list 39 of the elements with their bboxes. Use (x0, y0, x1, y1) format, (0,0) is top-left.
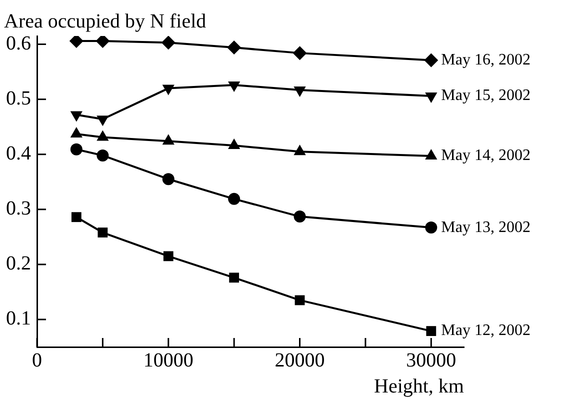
point (161, 36, 176, 50)
point (162, 84, 174, 96)
series-label: May 16, 2002 (441, 51, 530, 68)
point (292, 46, 307, 60)
y-tick-label: 0.3 (6, 198, 31, 220)
point (424, 53, 438, 68)
series-label: May 14, 2002 (441, 147, 530, 164)
point (162, 173, 174, 186)
point (294, 295, 305, 306)
y-axis-title: Area occupied by N field (4, 10, 206, 32)
x-axis-title: Height, km (374, 375, 464, 398)
series-label: May 15, 2002 (441, 87, 530, 104)
point (294, 210, 306, 223)
x-tick-label: 0 (32, 349, 42, 372)
point (96, 149, 109, 162)
point (227, 40, 242, 55)
point (425, 222, 438, 234)
point (426, 326, 436, 336)
point (163, 251, 174, 262)
y-tick-label: 0.2 (6, 252, 31, 275)
point (425, 92, 438, 103)
y-tick-label: 0.1 (6, 308, 31, 330)
point (229, 272, 240, 283)
point (96, 116, 109, 126)
x-tick-label: 30000 (406, 349, 456, 372)
series-label: May 13, 2002 (441, 218, 530, 236)
point (294, 86, 306, 97)
point (70, 143, 82, 156)
point (228, 81, 240, 92)
y-tick-label: 0.6 (6, 32, 31, 55)
y-tick-label: 0.5 (6, 88, 31, 110)
series-label: May 12, 2002 (441, 322, 530, 340)
point (98, 228, 108, 238)
x-tick-label: 10000 (143, 349, 194, 372)
y-tick-label: 0.4 (6, 142, 31, 165)
point (228, 192, 240, 205)
x-tick-label: 20000 (274, 349, 325, 372)
point (71, 212, 82, 222)
point (70, 111, 82, 122)
